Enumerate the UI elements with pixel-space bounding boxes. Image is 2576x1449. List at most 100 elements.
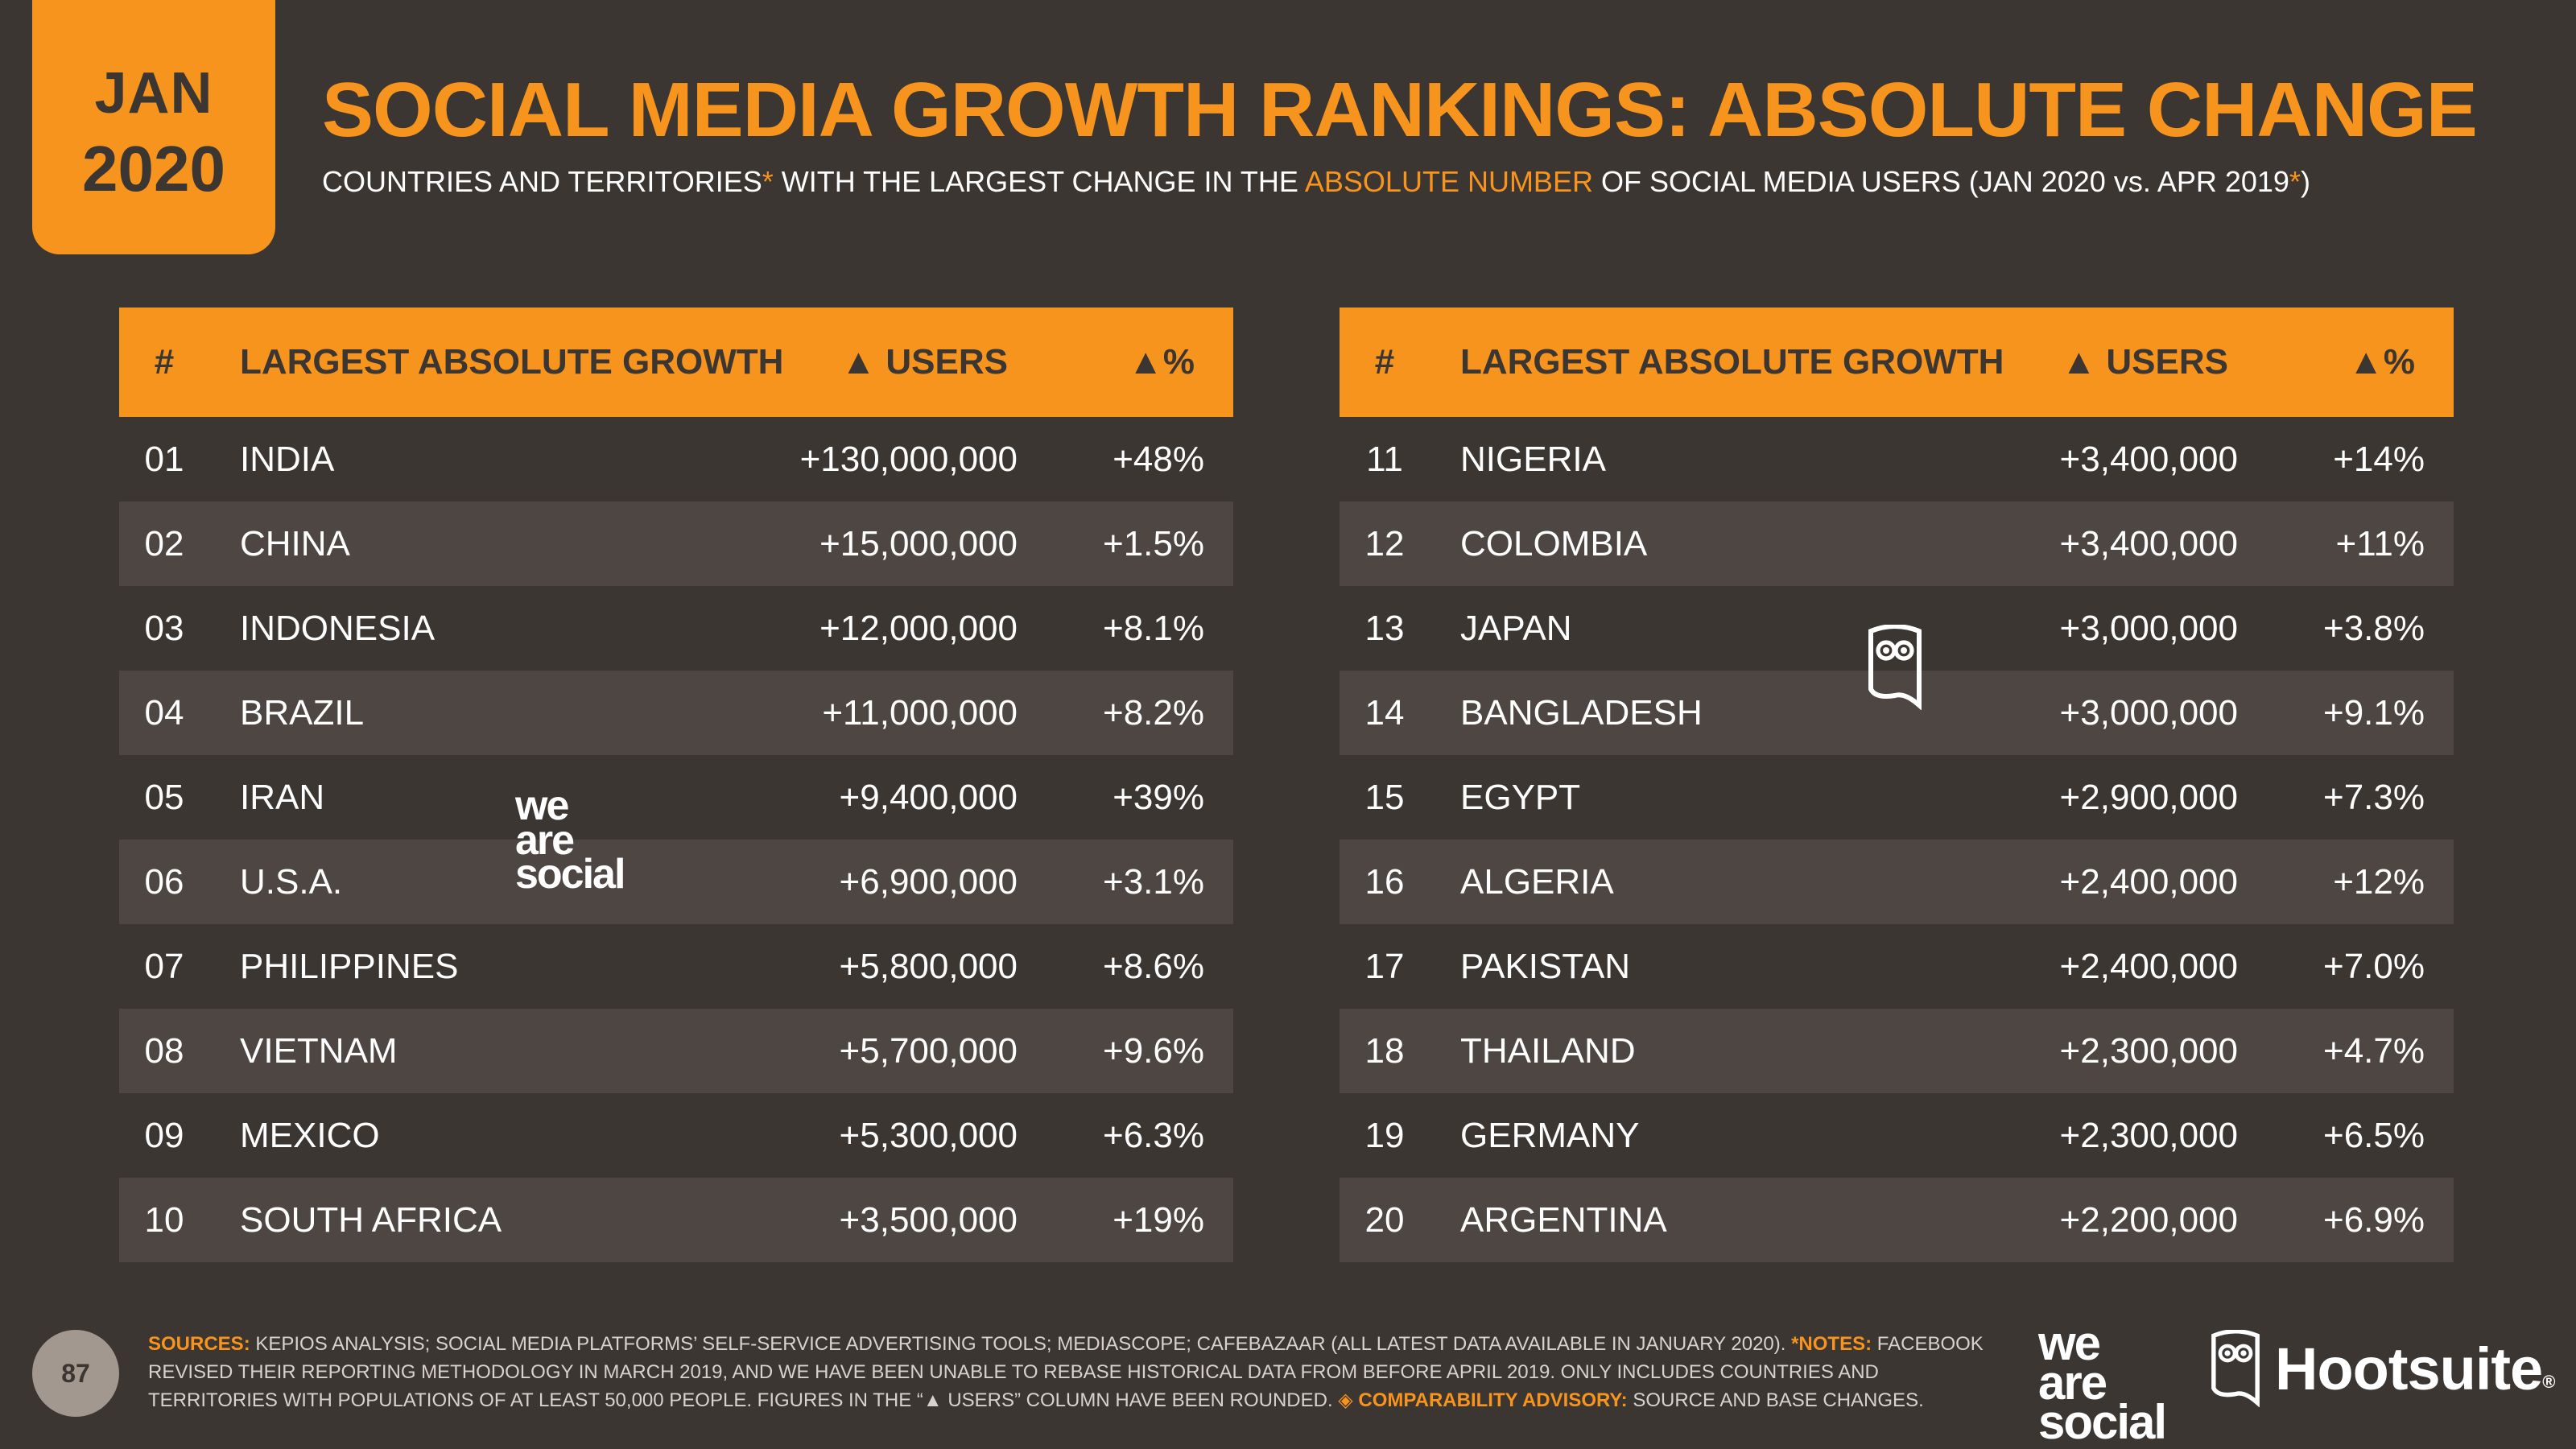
table-row: 04 BRAZIL +11,000,000 +8.2%: [119, 671, 1233, 755]
row-country: IRAN: [240, 777, 325, 817]
row-rank: 11: [1366, 439, 1403, 479]
logo-line-3: social: [2038, 1395, 2167, 1449]
row-country: THAILAND: [1460, 1030, 1636, 1071]
row-users: +2,900,000: [2059, 777, 2238, 817]
row-country: ALGERIA: [1460, 861, 1614, 902]
subtitle-highlight: ABSOLUTE NUMBER: [1304, 165, 1593, 198]
row-country: SOUTH AFRICA: [240, 1199, 502, 1240]
advisory-text: SOURCE AND BASE CHANGES.: [1627, 1389, 1924, 1411]
header-pct: ▲%: [2348, 342, 2415, 382]
date-badge: JAN 2020: [32, 0, 275, 254]
row-country: INDONESIA: [240, 608, 436, 648]
table-header: # LARGEST ABSOLUTE GROWTH ▲ USERS ▲%: [1340, 308, 2454, 417]
footer-notes: SOURCES: KEPIOS ANALYSIS; SOCIAL MEDIA P…: [148, 1330, 2000, 1414]
row-country: JAPAN: [1460, 608, 1572, 648]
row-country: CHINA: [240, 523, 350, 564]
logo-line-3: social: [515, 851, 625, 898]
notes-label: *NOTES:: [1791, 1333, 1872, 1355]
row-country: NIGERIA: [1460, 439, 1606, 479]
header-country: LARGEST ABSOLUTE GROWTH: [1460, 342, 2004, 382]
row-rank: 12: [1364, 523, 1405, 564]
header-users: ▲ USERS: [2061, 342, 2228, 382]
subtitle-part-3: OF SOCIAL MEDIA USERS (JAN 2020 vs. APR …: [1592, 165, 2289, 198]
table-row: 03 INDONESIA +12,000,000 +8.1%: [119, 586, 1233, 671]
hootsuite-wordmark: Hootsuite: [2275, 1335, 2543, 1402]
subtitle-part-4: ): [2300, 165, 2310, 198]
logo-line-2: are: [2038, 1356, 2107, 1410]
row-pct: +7.0%: [2323, 946, 2425, 986]
row-country: ARGENTINA: [1460, 1199, 1667, 1240]
row-rank: 19: [1364, 1115, 1405, 1155]
row-pct: +48%: [1113, 439, 1204, 479]
row-country: BRAZIL: [240, 692, 365, 733]
registered-mark: ®: [2542, 1372, 2555, 1392]
row-rank: 02: [144, 523, 184, 564]
row-pct: +11%: [2335, 523, 2425, 564]
hootsuite-owl-icon: [1868, 625, 1922, 710]
header-pct: ▲%: [1128, 342, 1195, 382]
row-rank: 08: [144, 1030, 184, 1071]
row-rank: 06: [144, 861, 184, 902]
row-users: +3,400,000: [2059, 439, 2238, 479]
table-row: 17 PAKISTAN +2,400,000 +7.0%: [1340, 924, 2454, 1009]
sources-label: SOURCES:: [148, 1333, 250, 1355]
table-row: 12 COLOMBIA +3,400,000 +11%: [1340, 502, 2454, 586]
row-pct: +9.1%: [2323, 692, 2425, 733]
logo-line-2: are: [515, 816, 575, 864]
row-users: +2,400,000: [2059, 946, 2238, 986]
logo-line-1: we: [515, 782, 569, 829]
row-users: +6,900,000: [839, 861, 1018, 902]
row-pct: +6.5%: [2323, 1115, 2425, 1155]
header-country: LARGEST ABSOLUTE GROWTH: [240, 342, 784, 382]
table-row: 09 MEXICO +5,300,000 +6.3%: [119, 1093, 1233, 1178]
row-users: +5,700,000: [839, 1030, 1018, 1071]
row-pct: +8.1%: [1103, 608, 1204, 648]
row-country: INDIA: [240, 439, 335, 479]
table-row: 07 PHILIPPINES +5,800,000 +8.6%: [119, 924, 1233, 1009]
row-rank: 20: [1364, 1199, 1405, 1240]
row-pct: +9.6%: [1103, 1030, 1204, 1071]
rankings-table-right: # LARGEST ABSOLUTE GROWTH ▲ USERS ▲% 11 …: [1340, 308, 2454, 1262]
subtitle-part-2: WITH THE LARGEST CHANGE IN THE: [773, 165, 1305, 198]
row-country: COLOMBIA: [1460, 523, 1648, 564]
row-rank: 17: [1364, 946, 1405, 986]
table-row: 05 IRAN +9,400,000 +39%: [119, 755, 1233, 840]
row-rank: 01: [144, 439, 184, 479]
row-users: +9,400,000: [839, 777, 1018, 817]
we-are-social-logo: we are social: [2038, 1316, 2167, 1449]
row-users: +2,300,000: [2059, 1030, 2238, 1071]
subtitle-asterisk-2: *: [2289, 165, 2301, 198]
page-subtitle: COUNTRIES AND TERRITORIES* WITH THE LARG…: [322, 164, 2310, 200]
row-pct: +6.3%: [1103, 1115, 1204, 1155]
header-users: ▲ USERS: [840, 342, 1008, 382]
row-pct: +7.3%: [2323, 777, 2425, 817]
table-row: 20 ARGENTINA +2,200,000 +6.9%: [1340, 1178, 2454, 1262]
row-country: BANGLADESH: [1460, 692, 1703, 733]
table-row: 18 THAILAND +2,300,000 +4.7%: [1340, 1009, 2454, 1093]
row-users: +3,500,000: [839, 1199, 1018, 1240]
header-rank: #: [1374, 342, 1395, 382]
row-rank: 07: [144, 946, 184, 986]
row-rank: 18: [1364, 1030, 1405, 1071]
row-pct: +6.9%: [2323, 1199, 2425, 1240]
table-row: 14 BANGLADESH +3,000,000 +9.1%: [1340, 671, 2454, 755]
row-country: MEXICO: [240, 1115, 380, 1155]
row-users: +5,800,000: [839, 946, 1018, 986]
row-country: PHILIPPINES: [240, 946, 459, 986]
logo-line-1: we: [2038, 1316, 2101, 1370]
row-users: +5,300,000: [839, 1115, 1018, 1155]
table-row: 02 CHINA +15,000,000 +1.5%: [119, 502, 1233, 586]
row-pct: +8.6%: [1103, 946, 1204, 986]
row-pct: +12%: [2333, 861, 2425, 902]
row-rank: 10: [144, 1199, 184, 1240]
table-row: 11 NIGERIA +3,400,000 +14%: [1340, 417, 2454, 502]
row-users: +3,000,000: [2059, 608, 2238, 648]
row-users: +130,000,000: [799, 439, 1018, 479]
table-row: 10 SOUTH AFRICA +3,500,000 +19%: [119, 1178, 1233, 1262]
table-row: 16 ALGERIA +2,400,000 +12%: [1340, 840, 2454, 924]
notes-text: FACEBOOK REVISED THEIR REPORTING METHODO…: [148, 1333, 1984, 1411]
row-country: VIETNAM: [240, 1030, 398, 1071]
row-pct: +1.5%: [1103, 523, 1204, 564]
we-are-social-watermark: we are social: [515, 782, 625, 898]
table-row: 19 GERMANY +2,300,000 +6.5%: [1340, 1093, 2454, 1178]
